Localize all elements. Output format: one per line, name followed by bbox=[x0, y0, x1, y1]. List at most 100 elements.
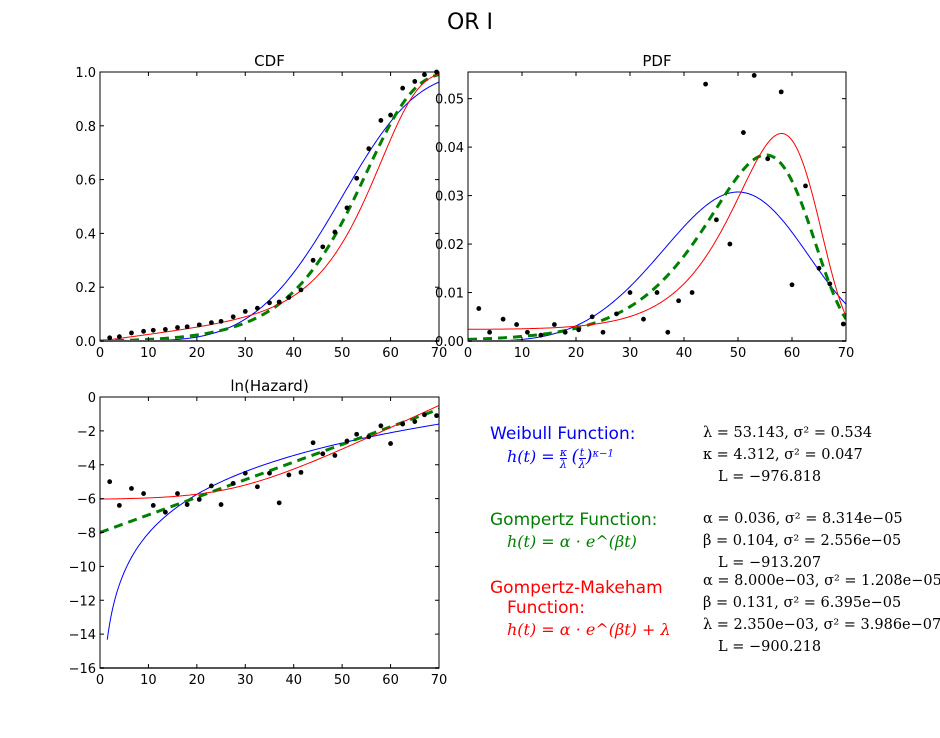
data-point bbox=[741, 130, 746, 135]
x-tick-label: 60 bbox=[382, 673, 399, 688]
data-point bbox=[242, 309, 248, 314]
panel-pdf: PDF 0 10 20 30 40 50 60 70 0.00 0.01 0.02 0.03 0.04 0.… bbox=[435, 52, 854, 361]
data-point bbox=[378, 423, 384, 429]
y-tick-label: 0.01 bbox=[435, 287, 464, 302]
data-point bbox=[366, 146, 372, 152]
data-point bbox=[254, 484, 260, 490]
data-point bbox=[552, 322, 557, 327]
data-point bbox=[218, 502, 224, 507]
legend-makeham: Gompertz-Makeham Function: h(t) = α · e^… bbox=[490, 578, 671, 639]
weibull-title: Weibull Function: bbox=[490, 424, 636, 444]
data-point bbox=[107, 479, 113, 485]
y-tick-label: −2 bbox=[77, 425, 96, 440]
series-gompertz-makeham-line bbox=[100, 405, 439, 500]
data-point bbox=[378, 118, 384, 123]
data-point bbox=[627, 290, 633, 295]
data-point bbox=[162, 327, 168, 332]
y-tick-label: 0.02 bbox=[435, 238, 464, 253]
y-tick-label: −16 bbox=[69, 662, 96, 677]
weibull-params: λ = 53.143, σ² = 0.534 κ = 4.312, σ² = 0… bbox=[703, 422, 872, 488]
data-point bbox=[388, 112, 393, 118]
data-point bbox=[827, 281, 833, 287]
data-point bbox=[654, 290, 660, 295]
data-point bbox=[184, 324, 190, 330]
x-tick-label: 0 bbox=[96, 346, 104, 361]
data-points bbox=[107, 69, 439, 341]
y-tick-label: 0.4 bbox=[75, 227, 96, 242]
data-point bbox=[614, 311, 619, 317]
legend-gompertz: Gompertz Function: h(t) = α · e^(βt) bbox=[490, 510, 657, 551]
data-point bbox=[803, 183, 808, 189]
y-tick-label: 0.04 bbox=[435, 141, 464, 156]
data-point bbox=[388, 441, 393, 446]
data-point bbox=[476, 306, 482, 311]
x-tick-label: 60 bbox=[784, 346, 801, 361]
x-tick-label: 20 bbox=[189, 346, 206, 361]
y-tick-label: −10 bbox=[69, 560, 96, 575]
data-point bbox=[141, 491, 146, 496]
panel-hazard: ln(Hazard) 0 10 20 30 40 50 60 70 0 −2 −4 −6 −8 −10 −12… bbox=[69, 377, 448, 688]
data-point bbox=[175, 491, 180, 496]
x-tick-label: 10 bbox=[140, 673, 157, 688]
gompertz-param-beta: β = 0.104, σ² = 2.556e−05 bbox=[703, 533, 902, 549]
x-tick-label: 30 bbox=[237, 673, 254, 688]
data-point bbox=[107, 335, 113, 341]
x-tick-label: 70 bbox=[431, 673, 448, 688]
data-point bbox=[267, 470, 272, 476]
data-point bbox=[514, 322, 519, 327]
panel-title: PDF bbox=[642, 52, 671, 70]
weibull-formula-lhs: h(t) = bbox=[507, 447, 555, 466]
series-gompertz-makeham-line bbox=[100, 73, 439, 341]
x-tick-label: 20 bbox=[189, 673, 206, 688]
data-point bbox=[344, 438, 350, 444]
data-point bbox=[589, 314, 595, 320]
data-points bbox=[107, 412, 439, 515]
x-tick-label: 60 bbox=[382, 346, 399, 361]
data-point bbox=[500, 316, 506, 322]
y-tick-label: −6 bbox=[77, 493, 96, 508]
data-point bbox=[175, 325, 180, 330]
makeham-param-L: L = −900.218 bbox=[718, 639, 822, 655]
data-point bbox=[184, 502, 190, 507]
y-tick-label: −4 bbox=[77, 459, 96, 474]
data-point bbox=[298, 287, 304, 293]
data-point bbox=[778, 89, 784, 95]
data-point bbox=[676, 298, 681, 304]
data-point bbox=[141, 328, 146, 334]
series-gompertz-makeham-line bbox=[468, 132, 846, 330]
x-tick-label: 0 bbox=[96, 673, 104, 688]
weibull-param-lambda: λ = 53.143, σ² = 0.534 bbox=[703, 425, 873, 441]
y-tick-label: −12 bbox=[69, 594, 96, 609]
gompertz-params: α = 0.036, σ² = 8.314e−05 β = 0.104, σ² … bbox=[703, 508, 903, 574]
y-tick-label: 0.05 bbox=[435, 93, 464, 108]
data-point bbox=[434, 413, 439, 419]
data-point bbox=[116, 503, 122, 508]
data-point bbox=[422, 412, 427, 418]
data-point bbox=[641, 316, 646, 322]
data-point bbox=[714, 217, 719, 223]
data-point bbox=[789, 282, 795, 288]
panel-title: ln(Hazard) bbox=[230, 377, 308, 395]
data-point bbox=[208, 483, 214, 489]
data-point bbox=[254, 305, 260, 311]
data-point bbox=[562, 329, 568, 335]
y-tick-label: 0.03 bbox=[435, 190, 464, 205]
data-point bbox=[412, 419, 418, 424]
data-points bbox=[476, 72, 846, 338]
data-point bbox=[816, 265, 822, 271]
data-point bbox=[150, 327, 156, 333]
x-tick-label: 30 bbox=[622, 346, 639, 361]
x-tick-label: 50 bbox=[334, 346, 351, 361]
gompertz-title: Gompertz Function: bbox=[490, 510, 658, 530]
data-point bbox=[576, 327, 582, 333]
data-point bbox=[525, 329, 530, 335]
panel-title: CDF bbox=[254, 52, 285, 70]
makeham-params: α = 8.000e−03, σ² = 1.208e−05 β = 0.131,… bbox=[703, 570, 940, 658]
data-point bbox=[400, 421, 406, 427]
data-point bbox=[129, 486, 134, 491]
data-point bbox=[276, 500, 282, 506]
data-point bbox=[487, 329, 492, 335]
